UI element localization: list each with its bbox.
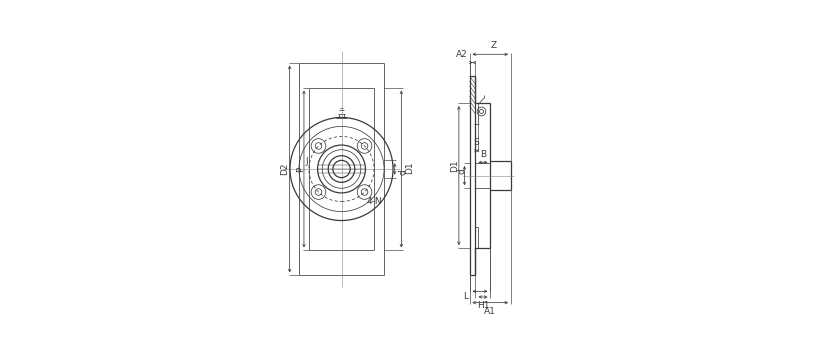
Text: D2: D2 — [280, 163, 289, 175]
Text: L: L — [463, 292, 468, 301]
Text: S: S — [474, 138, 480, 147]
Text: A1: A1 — [485, 307, 496, 316]
Text: d: d — [398, 169, 407, 175]
Text: D1: D1 — [450, 160, 459, 172]
Text: 4-N: 4-N — [366, 197, 382, 206]
Text: d: d — [457, 168, 467, 174]
Text: P: P — [296, 166, 305, 172]
Text: J: J — [305, 157, 308, 166]
Text: H1: H1 — [477, 301, 490, 310]
Text: B: B — [480, 150, 486, 159]
Text: Z: Z — [490, 41, 497, 50]
Text: A2: A2 — [456, 50, 468, 59]
Text: D1: D1 — [406, 161, 415, 174]
